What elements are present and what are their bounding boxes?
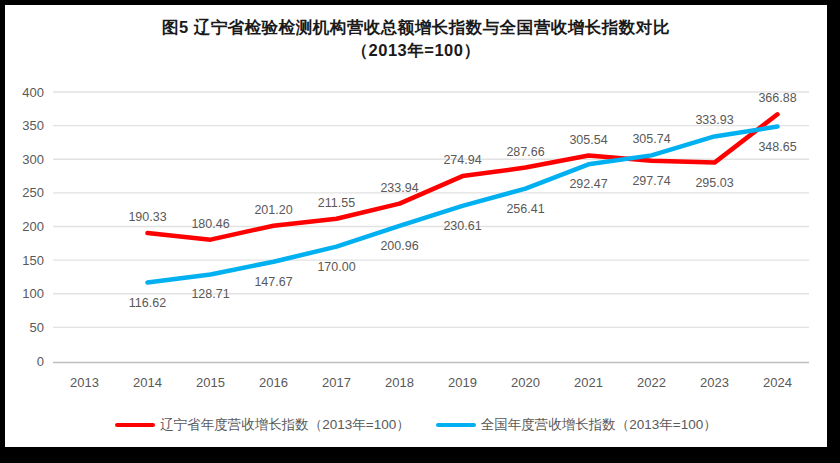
x-axis-tick-label: 2023 xyxy=(700,375,729,390)
national-data-label: 200.96 xyxy=(380,239,418,253)
legend-label-liaoning: 辽宁省年度营收增长指数（2013年=100） xyxy=(160,416,409,434)
y-axis-tick-label: 50 xyxy=(30,320,44,335)
x-axis-tick-label: 2020 xyxy=(511,375,540,390)
x-axis-tick-label: 2013 xyxy=(70,375,99,390)
national-line-swatch xyxy=(436,423,476,428)
line-chart-canvas: 0 50 100 150 200 250 300 350 400 2013 2014 2015 2016… xyxy=(5,5,827,447)
liaoning-data-label: 211.55 xyxy=(318,196,355,210)
x-axis-tick-label: 2021 xyxy=(574,375,603,390)
national-data-label: 333.93 xyxy=(695,113,733,127)
legend: 辽宁省年度营收增长指数（2013年=100） 全国年度营收增长指数（2013年=… xyxy=(5,416,827,434)
x-axis-tick-label: 2017 xyxy=(322,375,351,390)
y-axis-tick-label: 400 xyxy=(22,85,44,100)
liaoning-data-label: 366.88 xyxy=(758,91,796,105)
national-data-label: 256.41 xyxy=(506,202,544,216)
liaoning-data-label: 287.66 xyxy=(506,145,544,159)
national-data-label: 348.65 xyxy=(758,140,796,154)
national-data-label: 147.67 xyxy=(254,275,292,289)
liaoning-line-swatch xyxy=(115,423,155,428)
chart-title-line1: 图5 辽宁省检验检测机构营收总额增长指数与全国营收增长指数对比 xyxy=(5,16,827,39)
y-axis-tick-label: 0 xyxy=(37,354,44,369)
liaoning-data-label: 295.03 xyxy=(695,176,733,190)
chart-title: 图5 辽宁省检验检测机构营收总额增长指数与全国营收增长指数对比 （2013年=1… xyxy=(5,16,827,62)
x-axis-tick-label: 2016 xyxy=(259,375,288,390)
legend-item-national: 全国年度营收增长指数（2013年=100） xyxy=(436,416,717,434)
chart-title-line2: （2013年=100） xyxy=(5,39,827,62)
x-axis-tick-label: 2022 xyxy=(637,375,666,390)
national-data-label: 305.74 xyxy=(632,132,670,146)
y-axis-tick-label: 300 xyxy=(22,152,44,167)
y-axis-tick-label: 350 xyxy=(22,118,44,133)
legend-label-national: 全国年度营收增长指数（2013年=100） xyxy=(481,416,717,434)
y-axis-tick-label: 100 xyxy=(22,286,44,301)
liaoning-data-label: 274.94 xyxy=(443,153,481,167)
national-data-label: 230.61 xyxy=(443,219,481,233)
liaoning-data-label: 190.33 xyxy=(128,210,166,224)
national-data-label: 170.00 xyxy=(317,260,355,274)
y-axis-tick-label: 250 xyxy=(22,185,44,200)
x-axis-tick-label: 2014 xyxy=(133,375,162,390)
national-data-label: 116.62 xyxy=(129,296,166,310)
x-axis-tick-label: 2018 xyxy=(385,375,414,390)
liaoning-data-label: 180.46 xyxy=(191,217,229,231)
y-axis-tick-label: 150 xyxy=(22,253,44,268)
liaoning-data-label: 233.94 xyxy=(380,181,418,195)
y-axis-tick-label: 200 xyxy=(22,219,44,234)
liaoning-data-label: 305.54 xyxy=(569,133,607,147)
liaoning-data-label: 297.74 xyxy=(632,174,670,188)
x-axis-tick-label: 2024 xyxy=(763,375,792,390)
x-axis-tick-label: 2015 xyxy=(196,375,225,390)
x-axis-tick-label: 2019 xyxy=(448,375,477,390)
national-data-label: 292.47 xyxy=(569,177,607,191)
figure-frame: 0 50 100 150 200 250 300 350 400 2013 2014 2015 2016… xyxy=(0,0,840,463)
liaoning-data-label: 201.20 xyxy=(254,203,292,217)
national-data-label: 128.71 xyxy=(191,287,229,301)
legend-item-liaoning: 辽宁省年度营收增长指数（2013年=100） xyxy=(115,416,409,434)
national-series-line xyxy=(148,127,778,283)
